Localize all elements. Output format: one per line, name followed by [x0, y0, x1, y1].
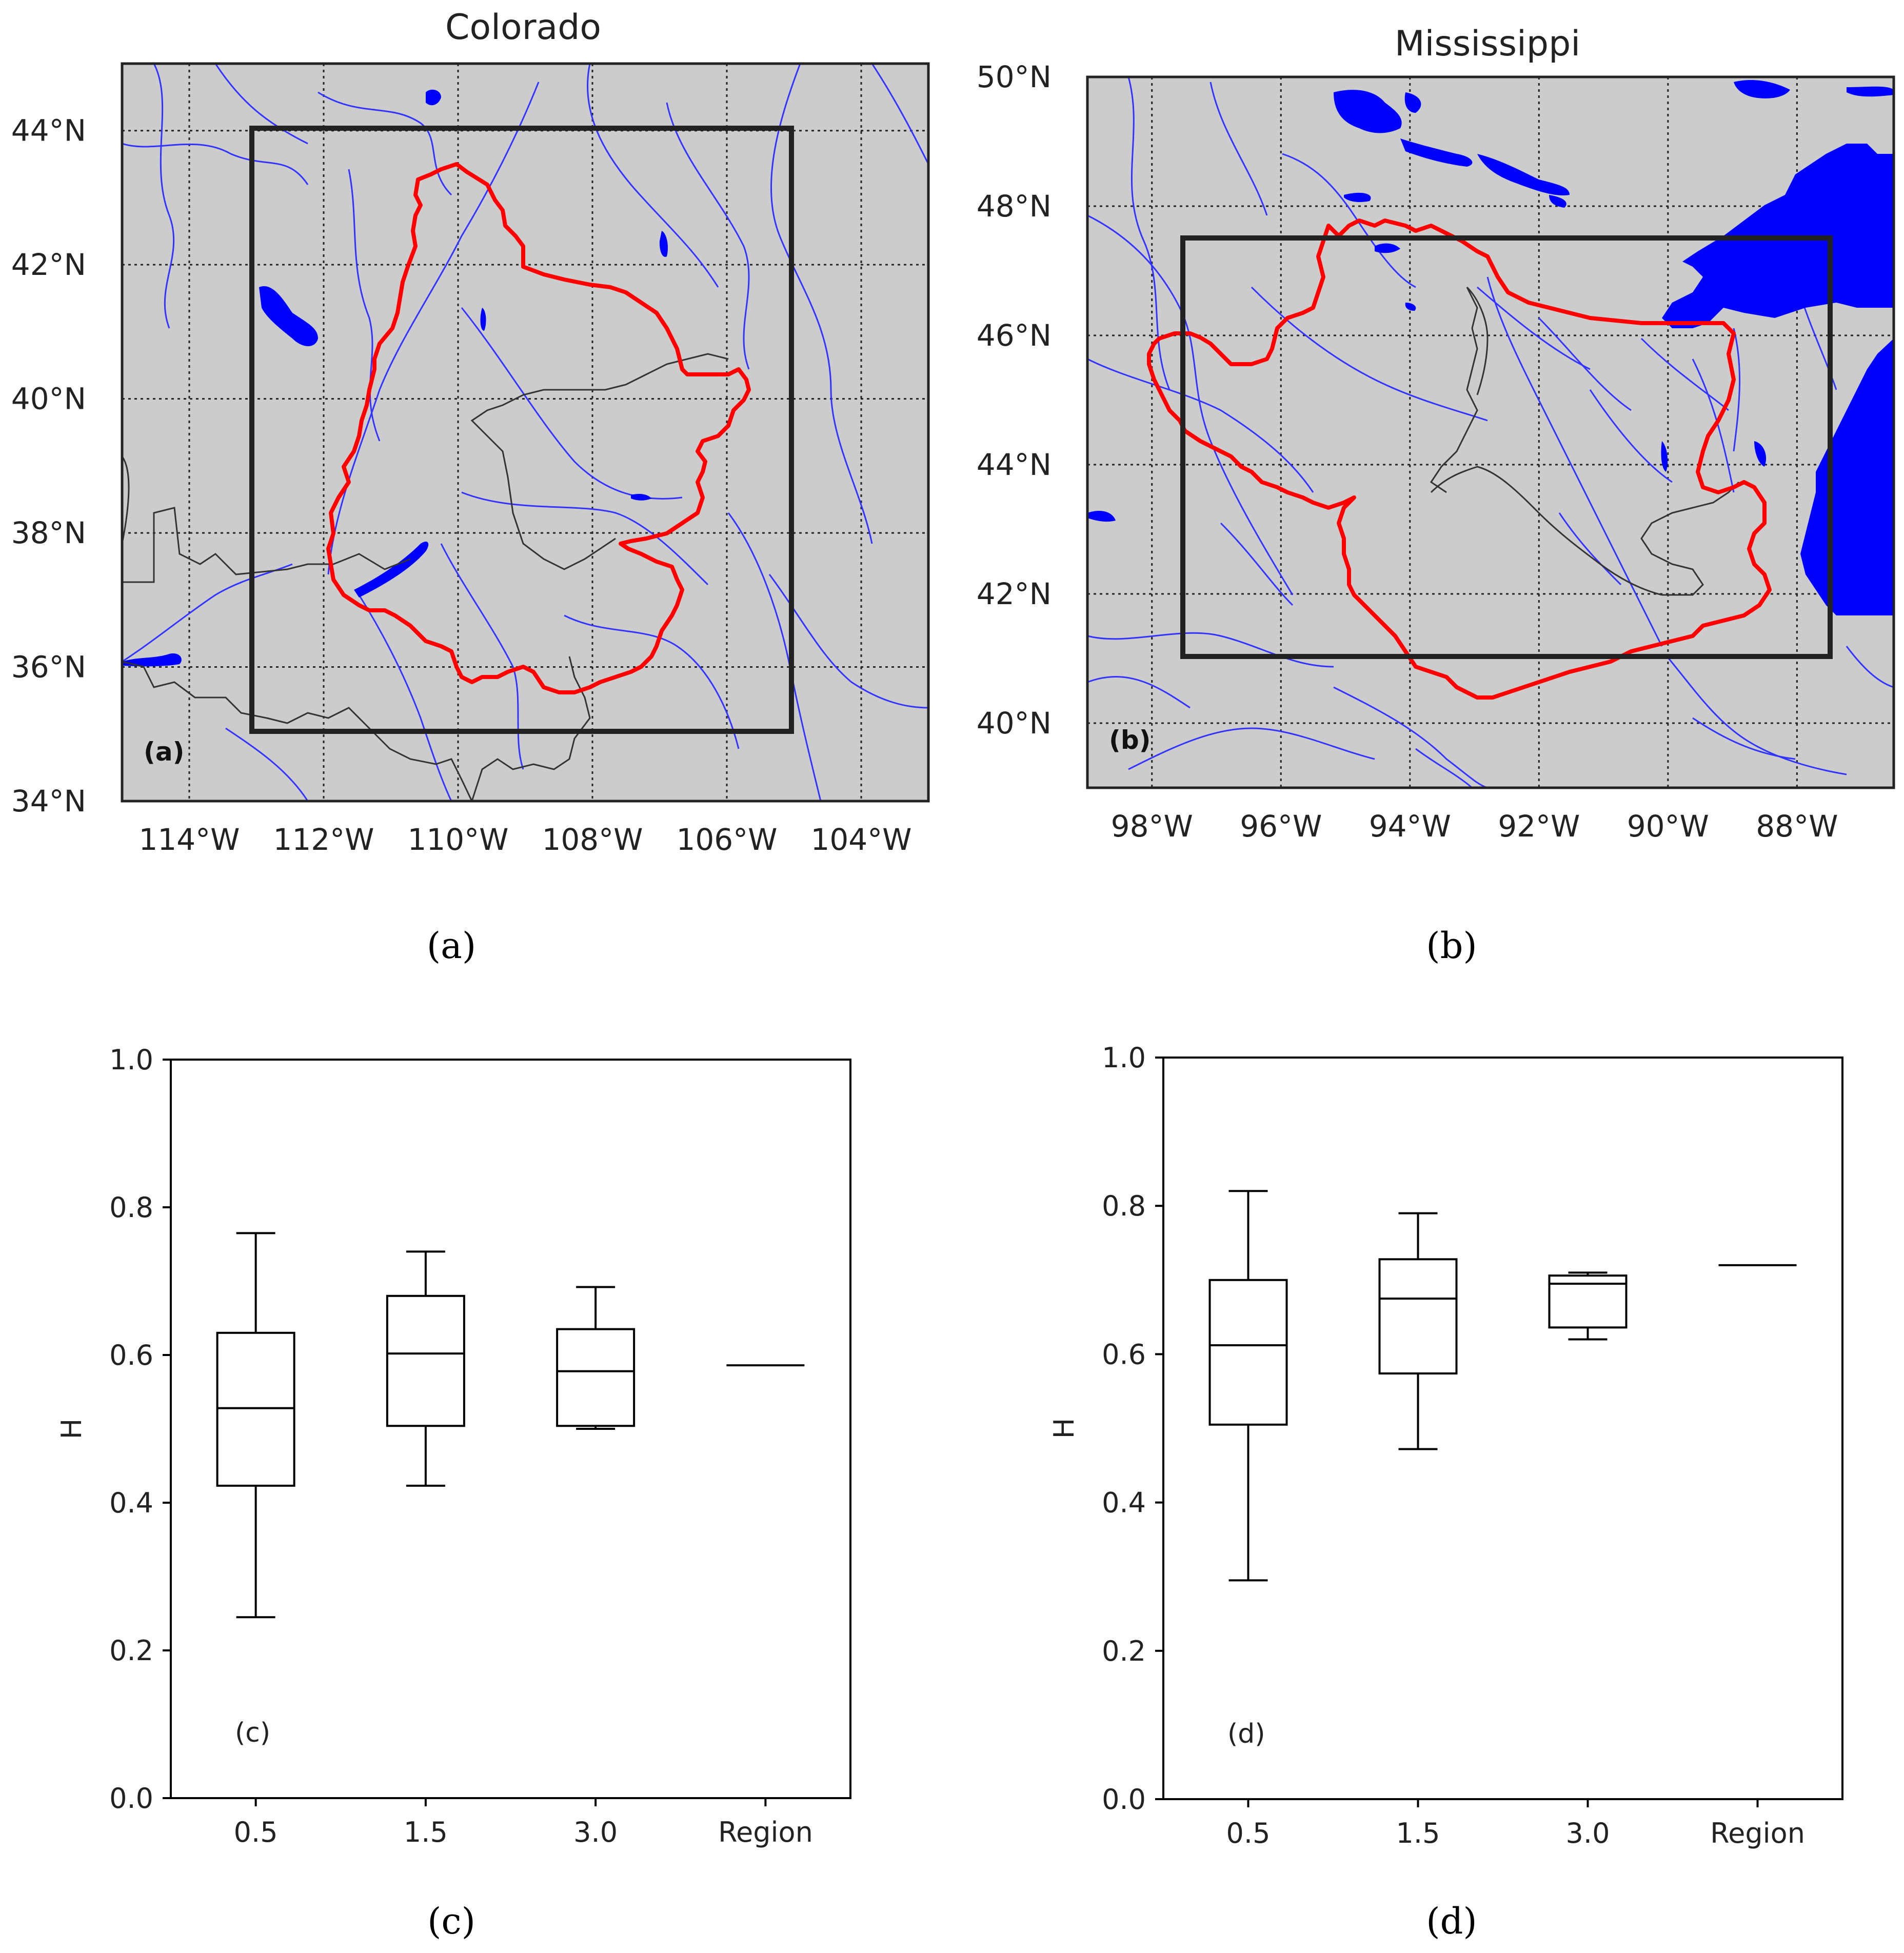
map-frame-border	[1086, 75, 1895, 789]
lat-tick-label: 44°N	[977, 447, 1052, 482]
basin-outline	[326, 162, 751, 694]
box-3.0	[1548, 1271, 1628, 1341]
caption-d: (d)	[1426, 1900, 1477, 1942]
lat-tick-label: 40°N	[977, 706, 1052, 741]
lon-tick-label: 96°W	[1240, 809, 1322, 844]
y-tick-label: 0.6	[1102, 1338, 1146, 1370]
iqr-box	[1378, 1258, 1458, 1374]
lat-tick-label: 44°N	[11, 113, 86, 148]
lat-tick-label: 36°N	[11, 650, 86, 685]
y-tick-label: 0.4	[109, 1487, 153, 1519]
x-tick-label: 0.5	[234, 1816, 278, 1848]
iqr-box	[216, 1331, 295, 1487]
y-tick-label: 0.0	[109, 1782, 153, 1815]
box-0.5	[1208, 1190, 1288, 1582]
y-tick-label: 0.6	[109, 1339, 153, 1371]
caption-b: (b)	[1426, 925, 1477, 967]
x-tick-label: 3.0	[573, 1816, 618, 1848]
x-tick-label: 1.5	[404, 1816, 448, 1848]
lat-tick-label: 40°N	[11, 382, 86, 416]
y-tick-label: 1.0	[109, 1044, 153, 1076]
lon-tick-label: 112°W	[273, 822, 374, 857]
iqr-box	[556, 1328, 636, 1427]
state-borders	[121, 353, 729, 802]
lon-tick-label: 114°W	[138, 822, 240, 857]
plot-frame	[170, 1059, 851, 1799]
y-tick-label: 0.8	[109, 1191, 153, 1224]
basin-outline	[1147, 218, 1772, 700]
lon-tick-label: 88°W	[1756, 809, 1838, 844]
lat-tick-label: 34°N	[11, 784, 86, 819]
boxplot-c-panel: 0.0 0.2 0.4 0.6 0.8 1.0 0.5 1.5 3.0 Region H (c)	[55, 1044, 851, 1848]
lon-tick-label: 90°W	[1627, 809, 1709, 844]
y-tick-label: 0.2	[109, 1635, 153, 1667]
y-axis-label: H	[1048, 1418, 1080, 1439]
plot-frame	[1162, 1057, 1843, 1800]
box-1.5	[386, 1250, 465, 1487]
iqr-box	[386, 1294, 465, 1427]
state-borders	[1430, 286, 1740, 596]
lat-tick-label: 48°N	[977, 189, 1052, 224]
iqr-box	[1548, 1274, 1628, 1329]
y-axis-label: H	[55, 1419, 88, 1440]
map-title: Colorado	[445, 7, 601, 48]
map-tick-labels: 98°W 96°W 94°W 92°W 90°W 88°W 40°N 42°N 44°N 46°N…	[977, 59, 1838, 844]
map-colorado-panel: Colorado	[11, 7, 930, 857]
box-1.5	[1378, 1212, 1458, 1450]
x-tick-label: Region	[1710, 1817, 1805, 1849]
map-mississippi-panel: Mississippi	[977, 24, 1895, 844]
panel-label: (c)	[235, 1718, 270, 1748]
lon-tick-label: 94°W	[1369, 809, 1451, 844]
lon-tick-label: 104°W	[810, 822, 911, 857]
map-title: Mississippi	[1395, 24, 1580, 64]
iqr-box	[1208, 1279, 1288, 1426]
map-tick-labels: 114°W 112°W 110°W 108°W 106°W 104°W 34°N 36°N 38…	[11, 113, 912, 857]
lat-tick-label: 42°N	[11, 247, 86, 282]
study-box	[1180, 235, 1833, 659]
y-tick-label: 1.0	[1102, 1042, 1146, 1074]
x-tick-label: 1.5	[1396, 1817, 1440, 1849]
x-tick-label: 0.5	[1226, 1817, 1271, 1849]
y-tick-label: 0.8	[1102, 1190, 1146, 1222]
caption-c: (c)	[427, 1900, 475, 1942]
map-frame	[121, 62, 930, 803]
lat-tick-label: 50°N	[977, 59, 1052, 94]
lon-tick-label: 110°W	[407, 822, 508, 857]
lat-tick-label: 38°N	[11, 515, 86, 550]
y-tick-label: 0.2	[1102, 1635, 1146, 1667]
panel-label: (d)	[1227, 1719, 1265, 1749]
panel-label: (b)	[1109, 725, 1151, 755]
box-3.0	[556, 1286, 636, 1430]
y-tick-label: 0.4	[1102, 1487, 1146, 1519]
boxplot-d-panel: 0.0 0.2 0.4 0.6 0.8 1.0 0.5 1.5 3.0 Region H (d)	[1048, 1042, 1843, 1849]
lat-tick-label: 42°N	[977, 576, 1052, 611]
lat-tick-label: 46°N	[977, 318, 1052, 353]
caption-a: (a)	[427, 925, 476, 967]
lon-tick-label: 98°W	[1111, 809, 1193, 844]
lon-tick-label: 106°W	[676, 822, 777, 857]
map-frame-border	[121, 62, 930, 803]
lon-tick-label: 92°W	[1498, 809, 1580, 844]
y-tick-label: 0.0	[1102, 1783, 1146, 1816]
x-tick-label: Region	[718, 1816, 813, 1848]
lon-tick-label: 108°W	[542, 822, 643, 857]
panel-label: (a)	[144, 737, 184, 767]
x-tick-label: 3.0	[1566, 1817, 1610, 1849]
box-0.5	[216, 1232, 295, 1619]
map-frame	[1086, 75, 1895, 789]
study-box	[249, 126, 794, 734]
lakes	[122, 89, 668, 667]
